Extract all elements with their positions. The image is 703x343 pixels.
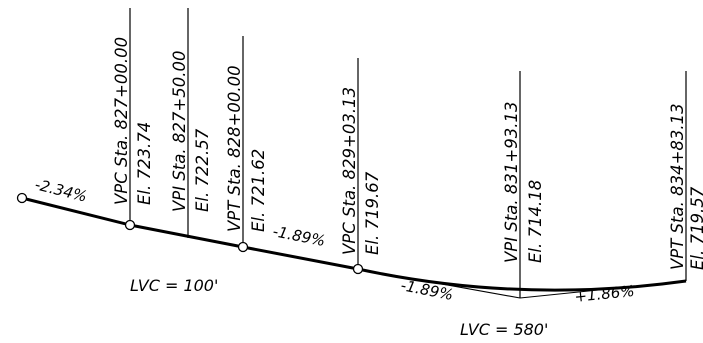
vpt1-elevation-label: El. 721.62 (249, 149, 268, 232)
vpi1-elevation-label: El. 722.57 (193, 128, 212, 212)
vpt2-elevation-label: El. 719.57 (688, 186, 703, 270)
vpt1-station-label: VPT Sta. 828+00.00 (225, 65, 244, 232)
start-point-marker (16, 192, 28, 204)
vpi2-elevation-label: El. 714.18 (526, 180, 545, 263)
grade-label-4: +1.86% (574, 282, 636, 306)
vpc2-point-marker (352, 263, 364, 275)
vpi2-station-label: VPI Sta. 831+93.13 (502, 102, 521, 263)
vpc1-elevation-label: El. 723.74 (135, 122, 154, 205)
vpc1-station-label: VPC Sta. 827+00.00 (112, 37, 131, 205)
grade-label-1: -2.34% (33, 175, 89, 205)
vpi1-station-label: VPI Sta. 827+50.00 (170, 51, 189, 212)
lvc-label-2: LVC = 580' (460, 320, 548, 339)
vpt1-point-marker (237, 241, 249, 253)
lvc-label-1: LVC = 100' (130, 276, 218, 295)
tangent-back-line (357, 268, 521, 299)
vpc2-station-label: VPC Sta. 829+03.13 (340, 87, 359, 255)
vpc2-elevation-label: El. 719.67 (363, 171, 382, 255)
grade-label-3: -1.89% (399, 276, 455, 304)
vpc1-point-marker (124, 219, 136, 231)
tangent-ahead-line (519, 280, 687, 299)
vpt2-station-label: VPT Sta. 834+83.13 (668, 103, 687, 270)
grade-label-2: -1.89% (271, 222, 327, 250)
